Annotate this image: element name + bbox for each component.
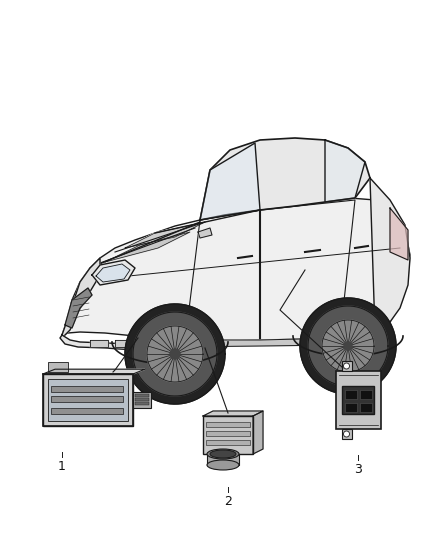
Polygon shape bbox=[325, 140, 365, 202]
Polygon shape bbox=[198, 228, 212, 238]
Polygon shape bbox=[170, 338, 340, 347]
Bar bbox=[206, 422, 250, 427]
Bar bbox=[336, 371, 381, 429]
Polygon shape bbox=[370, 178, 410, 332]
Text: 3: 3 bbox=[354, 463, 362, 476]
Circle shape bbox=[170, 349, 180, 359]
Polygon shape bbox=[96, 264, 130, 282]
Polygon shape bbox=[90, 222, 200, 268]
Polygon shape bbox=[308, 306, 388, 386]
Text: 2: 2 bbox=[224, 495, 232, 508]
Bar bbox=[342, 429, 352, 439]
Polygon shape bbox=[92, 260, 135, 285]
Circle shape bbox=[343, 431, 350, 437]
Bar bbox=[360, 390, 372, 399]
Polygon shape bbox=[60, 335, 155, 350]
Circle shape bbox=[344, 342, 352, 350]
Polygon shape bbox=[253, 411, 263, 454]
Bar bbox=[135, 398, 149, 400]
Bar bbox=[43, 374, 133, 426]
Bar bbox=[43, 374, 133, 426]
Bar bbox=[133, 392, 151, 408]
Bar bbox=[135, 402, 149, 405]
Polygon shape bbox=[90, 340, 108, 347]
Bar bbox=[342, 361, 352, 371]
Polygon shape bbox=[133, 312, 217, 396]
Bar bbox=[345, 390, 357, 399]
Bar bbox=[206, 440, 250, 445]
Polygon shape bbox=[203, 411, 263, 416]
Bar bbox=[345, 403, 357, 412]
Bar bbox=[48, 362, 68, 372]
Polygon shape bbox=[62, 198, 410, 343]
Polygon shape bbox=[200, 138, 370, 220]
Bar bbox=[342, 386, 374, 414]
Polygon shape bbox=[125, 222, 205, 248]
Polygon shape bbox=[322, 320, 374, 372]
Bar bbox=[207, 454, 239, 465]
Polygon shape bbox=[390, 208, 408, 260]
Polygon shape bbox=[105, 232, 190, 262]
Ellipse shape bbox=[207, 449, 239, 459]
Polygon shape bbox=[62, 258, 100, 338]
Bar bbox=[206, 431, 250, 436]
Circle shape bbox=[343, 363, 350, 369]
Polygon shape bbox=[115, 340, 135, 347]
Polygon shape bbox=[125, 304, 225, 404]
Bar bbox=[360, 403, 372, 412]
Polygon shape bbox=[65, 288, 92, 328]
Bar bbox=[51, 408, 123, 414]
Polygon shape bbox=[147, 326, 203, 382]
Bar bbox=[51, 386, 123, 392]
Bar bbox=[203, 416, 253, 454]
Bar bbox=[48, 379, 128, 421]
Polygon shape bbox=[43, 369, 145, 374]
Ellipse shape bbox=[210, 450, 236, 458]
Text: 1: 1 bbox=[58, 460, 66, 473]
Bar bbox=[135, 394, 149, 397]
Bar bbox=[51, 396, 123, 402]
Ellipse shape bbox=[207, 460, 239, 470]
Polygon shape bbox=[300, 298, 396, 394]
Polygon shape bbox=[200, 143, 260, 220]
